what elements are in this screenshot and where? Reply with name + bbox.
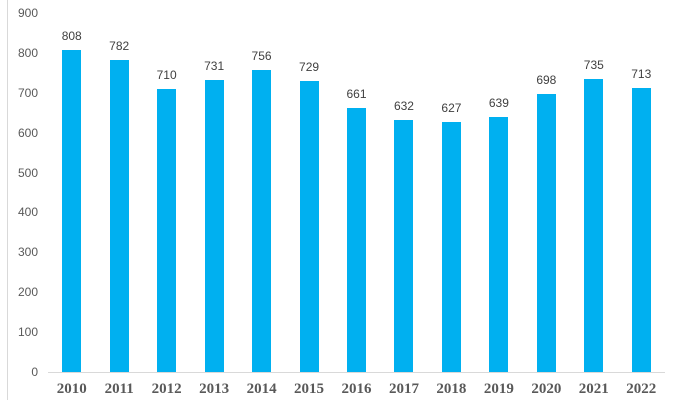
data-label-2017: 632 [393,98,414,113]
x-tick-label-2012: 2012 [151,381,182,397]
bar-2014 [252,70,272,372]
data-label-2021: 735 [583,57,604,72]
y-tick-label-400: 400 [17,205,38,220]
x-tick-label-2019: 2019 [483,381,514,397]
bar-2015 [299,81,319,372]
bar-2016 [347,108,366,372]
x-tick-label-2022: 2022 [626,381,657,397]
bar-2018 [441,121,461,372]
y-tick-label-100: 100 [17,325,38,340]
y-tick-label-300: 300 [17,245,38,260]
x-tick-label-2016: 2016 [341,381,372,397]
x-tick-label-2010: 2010 [56,381,87,397]
bar-2022 [631,87,651,372]
chart-left-border [7,0,8,400]
bar-2012 [157,88,177,372]
bar-2021 [584,78,604,372]
data-label-2016: 661 [346,87,367,102]
x-tick-label-2013: 2013 [199,381,230,397]
data-label-2012: 710 [156,67,177,82]
y-tick-label-800: 800 [17,45,38,60]
bar-2013 [204,80,224,372]
x-tick-label-2014: 2014 [246,381,277,397]
data-label-2015: 729 [299,60,320,75]
x-tick-label-2020: 2020 [531,381,562,397]
y-tick-label-200: 200 [17,285,38,300]
y-tick-label-700: 700 [17,85,38,100]
bar-2020 [536,93,556,372]
y-tick-label-0: 0 [31,365,38,379]
data-label-2011: 782 [109,39,130,54]
y-tick-label-900: 900 [17,6,38,20]
y-tick-label-500: 500 [17,165,38,180]
y-tick-label-600: 600 [17,125,38,140]
bar-2019 [489,117,509,372]
bar-2011 [109,60,129,372]
data-label-2013: 731 [204,59,225,74]
data-label-2019: 639 [488,96,509,111]
data-label-2014: 756 [251,49,272,64]
x-tick-label-2011: 2011 [104,381,134,397]
data-label-2018: 627 [441,100,462,115]
data-label-2010: 808 [61,28,82,43]
data-label-2022: 713 [631,66,652,81]
data-label-2020: 698 [536,72,557,87]
bar-2017 [394,119,414,372]
bar-2010 [62,49,82,372]
x-axis-line [48,372,665,373]
x-tick-label-2015: 2015 [294,381,325,397]
x-tick-label-2021: 2021 [578,381,609,397]
x-tick-label-2018: 2018 [436,381,467,397]
x-tick-label-2017: 2017 [388,381,419,397]
